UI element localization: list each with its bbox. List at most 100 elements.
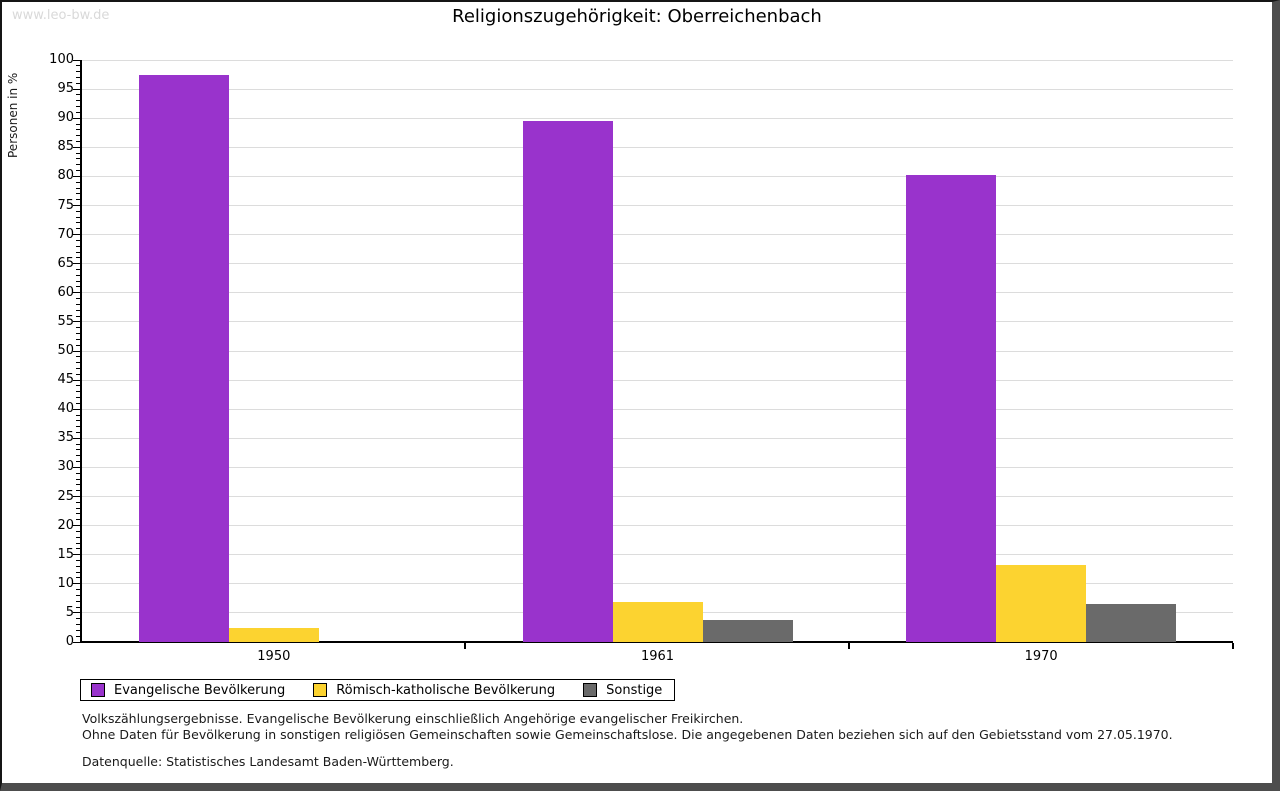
- y-axis-minor-tick: [76, 507, 81, 509]
- y-axis-minor-tick: [76, 478, 81, 480]
- y-axis-minor-tick: [76, 210, 81, 212]
- chart-title: Religionszugehörigkeit: Oberreichenbach: [452, 6, 822, 27]
- y-axis-minor-tick: [76, 76, 81, 78]
- y-axis-minor-tick: [76, 106, 81, 108]
- y-tick-label: 30: [57, 459, 74, 475]
- y-axis-major-tick: [73, 205, 81, 206]
- legend-label: Römisch-katholische Bevölkerung: [336, 682, 556, 698]
- y-tick-label: 25: [57, 488, 74, 504]
- y-axis-major-tick: [73, 379, 81, 381]
- y-axis-major-tick: [73, 641, 81, 643]
- y-tick-label: 55: [57, 313, 74, 329]
- y-axis-minor-tick: [76, 309, 81, 311]
- gridline: [82, 321, 1233, 323]
- y-tick-label: 45: [57, 372, 74, 388]
- footnotes: Volkszählungsergebnisse. Evangelische Be…: [82, 711, 1173, 770]
- y-axis-minor-tick: [76, 443, 81, 445]
- y-axis-minor-tick: [76, 589, 81, 591]
- y-axis-minor-tick: [76, 391, 81, 393]
- y-axis-major-tick: [73, 466, 81, 468]
- y-axis-minor-tick: [76, 135, 81, 137]
- y-axis-title: Personen in %: [6, 72, 20, 158]
- y-axis-minor-tick: [76, 577, 81, 579]
- y-axis-minor-tick: [76, 187, 81, 189]
- y-axis-minor-tick: [76, 484, 81, 486]
- legend-swatch: [313, 683, 328, 697]
- data-source: Datenquelle: Statistisches Landesamt Bad…: [82, 754, 454, 769]
- y-axis-minor-tick: [76, 431, 81, 433]
- gridline: [82, 525, 1233, 527]
- y-axis-minor-tick: [76, 356, 81, 358]
- y-axis-major-tick: [73, 117, 81, 119]
- gridline: [82, 583, 1233, 585]
- bar: [996, 565, 1087, 642]
- y-tick-label: 90: [57, 110, 74, 126]
- y-axis-minor-tick: [76, 519, 81, 521]
- y-axis-minor-tick: [76, 542, 81, 544]
- y-axis-minor-tick: [76, 111, 81, 113]
- gridline: [82, 496, 1233, 497]
- watermark: www.leo-bw.de: [12, 8, 110, 23]
- y-axis-minor-tick: [76, 280, 81, 282]
- y-axis-minor-tick: [76, 82, 81, 84]
- y-axis-major-tick: [73, 496, 81, 497]
- y-tick-label: 0: [65, 634, 74, 649]
- y-axis-minor-tick: [76, 71, 81, 73]
- gridline: [82, 554, 1233, 556]
- legend-item: Evangelische Bevölkerung: [91, 683, 285, 698]
- y-axis-minor-tick: [76, 327, 81, 329]
- y-tick-label: 20: [57, 517, 74, 533]
- footnote-line-2: Ohne Daten für Bevölkerung in sonstigen …: [82, 726, 1173, 742]
- y-axis-minor-tick: [76, 629, 81, 631]
- gridline: [82, 466, 1233, 468]
- y-axis-major-tick: [73, 583, 81, 585]
- y-axis-minor-tick: [76, 181, 81, 183]
- y-axis-minor-tick: [76, 333, 81, 335]
- y-axis-minor-tick: [76, 94, 81, 96]
- y-axis-minor-tick: [76, 385, 81, 387]
- legend-item: Römisch-katholische Bevölkerung: [313, 683, 555, 698]
- x-tick-label: 1950: [257, 649, 291, 664]
- y-axis-minor-tick: [76, 251, 81, 253]
- y-axis-minor-tick: [76, 426, 81, 428]
- y-axis-minor-tick: [76, 286, 81, 288]
- bar: [522, 121, 613, 642]
- y-axis-minor-tick: [76, 367, 81, 369]
- y-axis-minor-tick: [76, 635, 81, 637]
- y-tick-label: 5: [65, 604, 74, 620]
- y-axis-major-tick: [73, 350, 81, 352]
- y-axis-minor-tick: [76, 624, 81, 626]
- y-tick-label: 10: [57, 575, 74, 591]
- gridline: [82, 379, 1233, 381]
- legend-swatch: [91, 683, 105, 697]
- legend-label: Evangelische Bevölkerung: [114, 682, 286, 698]
- y-axis-major-tick: [73, 321, 81, 323]
- y-axis-minor-tick: [76, 245, 81, 247]
- y-axis-minor-tick: [76, 548, 81, 550]
- gridline: [82, 234, 1233, 236]
- y-axis-minor-tick: [76, 257, 81, 259]
- y-axis-minor-tick: [76, 594, 81, 596]
- x-tick-label: 1961: [640, 649, 675, 664]
- y-axis-minor-tick: [76, 420, 81, 422]
- y-axis-minor-tick: [76, 606, 81, 608]
- y-tick-label: 50: [57, 343, 74, 358]
- legend: Evangelische Bevölkerung Römisch-katholis…: [80, 679, 676, 701]
- y-axis-minor-tick: [76, 164, 81, 166]
- x-axis-tick: [1231, 643, 1234, 649]
- y-axis-minor-tick: [76, 239, 81, 241]
- gridline: [82, 117, 1233, 119]
- bar: [228, 628, 319, 642]
- y-tick-label: 75: [57, 197, 74, 213]
- y-axis-minor-tick: [76, 513, 81, 515]
- y-axis-major-tick: [73, 88, 81, 90]
- gridline: [82, 292, 1233, 294]
- x-axis-line: [80, 641, 1233, 643]
- y-axis-major-tick: [73, 263, 81, 265]
- y-axis-major-tick: [73, 525, 81, 527]
- y-tick-label: 65: [57, 255, 74, 271]
- y-axis-minor-tick: [76, 315, 81, 317]
- y-axis-minor-tick: [76, 501, 81, 503]
- gridline: [82, 263, 1233, 265]
- y-axis-major-tick: [73, 146, 81, 148]
